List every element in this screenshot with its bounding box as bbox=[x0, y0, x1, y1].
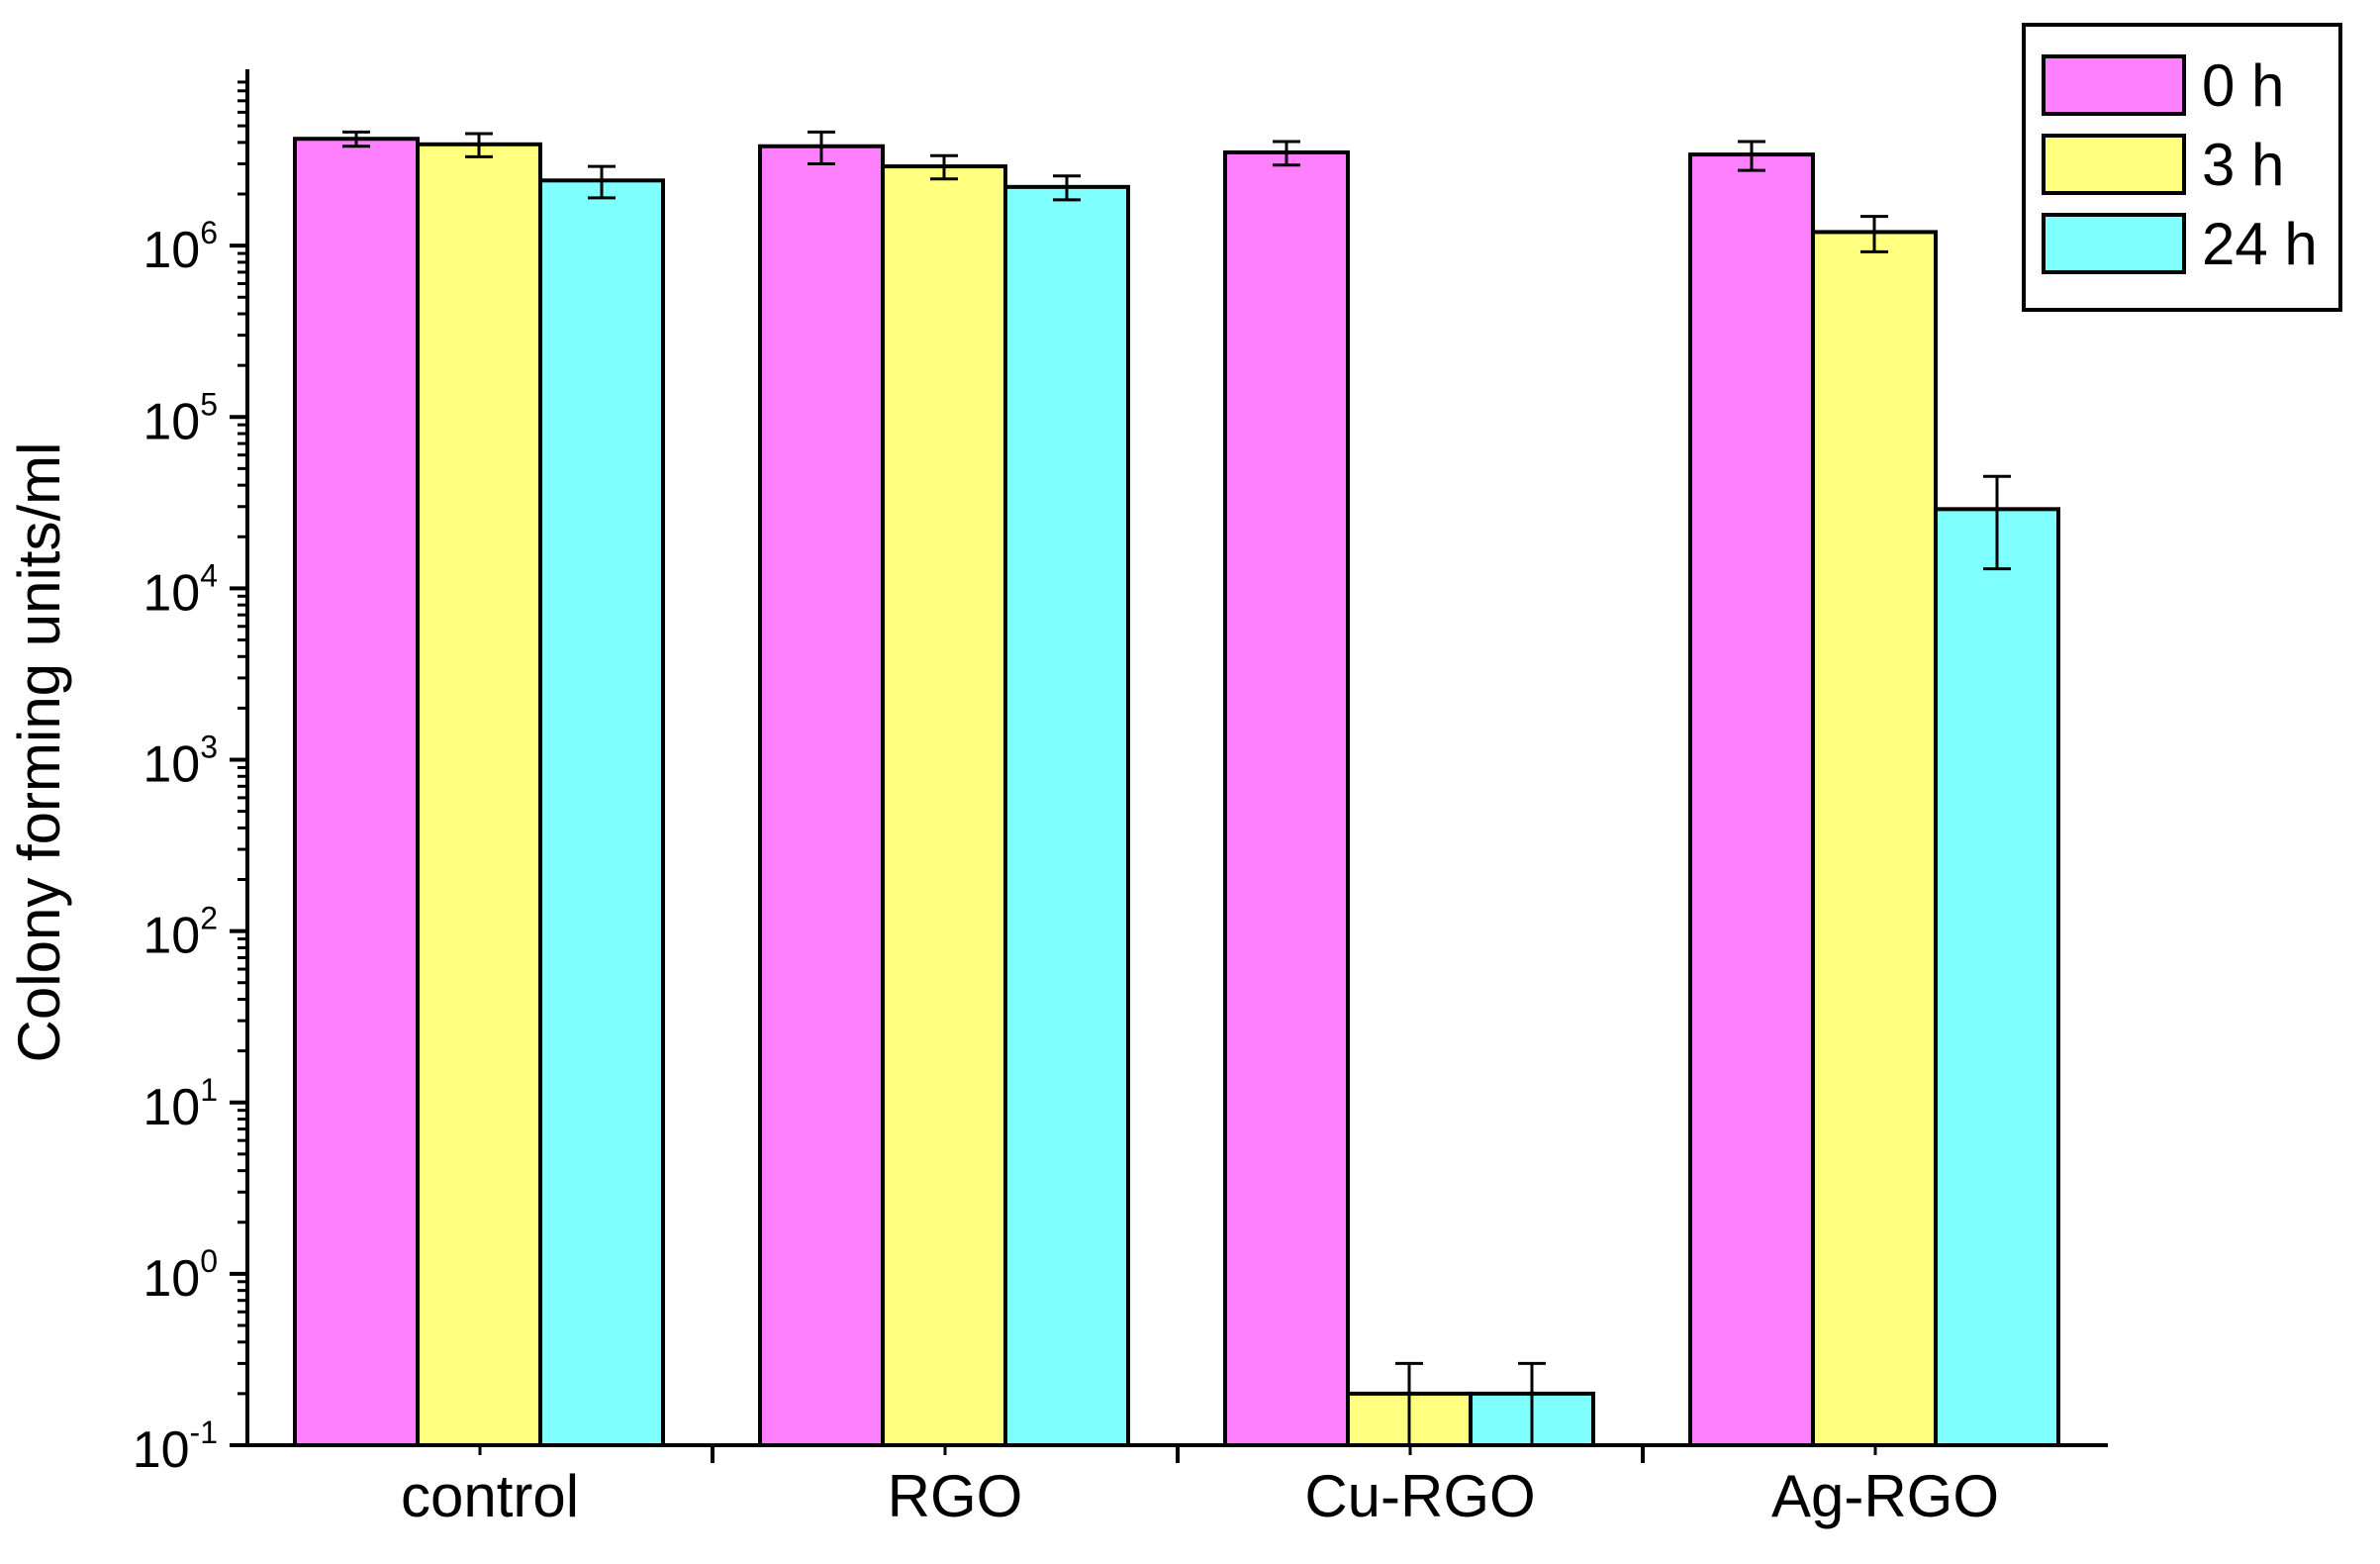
bar-control-24h bbox=[538, 178, 665, 1448]
x-category-labels: control RGO Cu-RGO Ag-RGO bbox=[401, 1463, 1999, 1529]
y-tick-exponent: 6 bbox=[200, 215, 218, 250]
bar-control-3h bbox=[416, 142, 542, 1447]
y-tick-base: 10 bbox=[143, 222, 200, 279]
bar-cu-rgo-0h bbox=[1223, 149, 1350, 1447]
bar-rgo-0h bbox=[758, 144, 885, 1447]
y-tick-base: 10 bbox=[143, 1250, 200, 1308]
x-category-label: Cu-RGO bbox=[1304, 1463, 1535, 1529]
bar-ag-rgo-3h bbox=[1811, 230, 1938, 1447]
y-tick-exponent: 0 bbox=[200, 1243, 218, 1279]
y-tick-label: 104 bbox=[143, 557, 218, 622]
y-tick-label: 102 bbox=[143, 901, 218, 965]
legend-swatch bbox=[2042, 134, 2186, 195]
y-tick-base: 10 bbox=[143, 908, 200, 965]
y-tick-exponent: 2 bbox=[200, 901, 218, 936]
y-tick-exponent: 3 bbox=[200, 730, 218, 765]
y-tick-label: 101 bbox=[143, 1072, 218, 1136]
y-tick-label: 105 bbox=[143, 386, 218, 450]
x-category-label: control bbox=[401, 1463, 579, 1529]
y-tick-label: 100 bbox=[143, 1243, 218, 1308]
y-tick-exponent: 1 bbox=[200, 1072, 218, 1108]
y-tick-base: 10 bbox=[143, 736, 200, 794]
y-tick-exponent: 4 bbox=[200, 557, 218, 593]
legend-label: 24 h bbox=[2202, 211, 2318, 277]
y-tick-base: 10 bbox=[143, 1079, 200, 1136]
y-tick-label: 103 bbox=[143, 730, 218, 794]
y-tick-label: 106 bbox=[143, 215, 218, 279]
legend-label: 3 h bbox=[2202, 132, 2284, 198]
y-tick-base: 10 bbox=[143, 393, 200, 450]
y-tick-label: 10-1 bbox=[133, 1415, 218, 1479]
y-axis-title: Colony forming units/ml bbox=[6, 442, 72, 1063]
bar-rgo-24h bbox=[1003, 184, 1130, 1448]
x-category-label: Ag-RGO bbox=[1771, 1463, 1999, 1529]
bars bbox=[293, 137, 2060, 1448]
legend-swatch bbox=[2042, 54, 2186, 116]
y-tick-exponent: 5 bbox=[200, 386, 218, 422]
x-category-label: RGO bbox=[888, 1463, 1023, 1529]
y-tick-exponent: -1 bbox=[190, 1415, 218, 1450]
bar-rgo-3h bbox=[881, 164, 1007, 1447]
y-tick-base: 10 bbox=[143, 564, 200, 622]
bar-ag-rgo-0h bbox=[1688, 152, 1815, 1448]
legend: 0 h 3 h 24 h bbox=[2022, 23, 2342, 312]
bar-control-0h bbox=[293, 137, 420, 1447]
legend-label: 0 h bbox=[2202, 52, 2284, 119]
bar-ag-rgo-24h bbox=[1934, 507, 2060, 1447]
y-tick-base: 10 bbox=[133, 1421, 190, 1479]
legend-swatch bbox=[2042, 213, 2186, 274]
error-bars bbox=[342, 130, 2011, 1447]
